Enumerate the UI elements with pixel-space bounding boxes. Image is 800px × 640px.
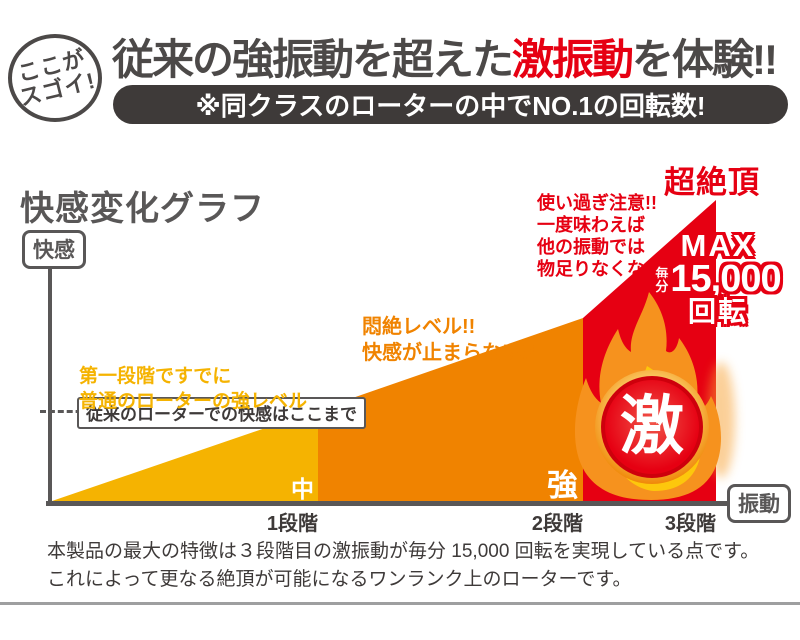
stage1-annotation-line2: 普通のローターの強レベル [79, 391, 308, 412]
subtitle-text: ※同クラスのローターの中でNO.1の回転数! [195, 91, 706, 121]
subtitle-bar: ※同クラスのローターの中でNO.1の回転数! [113, 85, 788, 124]
stage-tick-3: 3段階 [664, 513, 716, 535]
stage-tick-1: 1段階 [266, 513, 318, 535]
reference-line-label: 従来のローターでの快感はここまで [77, 397, 366, 429]
level-label-mid: 中 [291, 476, 314, 502]
peak-label: 超絶頂 [664, 165, 760, 200]
bottom-divider [0, 602, 800, 605]
headline-highlight: 激振動 [512, 36, 634, 83]
highlight-badge: ここが スゴイ! [8, 34, 102, 122]
max-rpm-block: MAX 毎 分 15,000 回転 [648, 228, 788, 327]
x-axis-label: 振動 [727, 484, 791, 523]
stage1-area-mid [52, 410, 318, 501]
stage-tick-2: 2段階 [531, 513, 583, 535]
stage3-annotation-line4: 物足りなくなる!? [537, 259, 680, 279]
y-axis-line [48, 256, 52, 505]
stage1-annotation: 第一段階ですでに 普通のローターの強レベル [79, 364, 307, 414]
y-axis-label: 快感 [22, 230, 86, 269]
max-label: MAX [680, 228, 756, 263]
description-line2: これによって更なる絶頂が可能になるワンランク上のローターです。 [47, 569, 632, 590]
x-axis-line [46, 501, 728, 506]
extreme-circle [605, 380, 699, 474]
rpm-value: 15,000 [670, 258, 781, 300]
description-line1: 本製品の最大の特徴は３段階目の激振動が毎分 15,000 回転を実現している点で… [47, 541, 760, 562]
max-rpm-row: 毎 分 15,000 [648, 258, 788, 300]
product-description: 本製品の最大の特徴は３段階目の激振動が毎分 15,000 回転を実現している点で… [47, 538, 759, 594]
stage1-annotation-line1: 第一段階ですでに [79, 366, 232, 387]
headline-part1: 従来の強振動を超えた [112, 36, 514, 83]
per-minute-char2: 分 [655, 279, 669, 294]
level-label-strong: 強 [547, 468, 578, 503]
stage2-area-strong [318, 318, 583, 501]
per-minute-char1: 毎 [655, 266, 669, 281]
stage3-annotation-line2: 一度味わえば [537, 215, 645, 235]
stage2-annotation-line1: 悶絶レベル!! [362, 316, 476, 338]
stage2-annotation-line2: 快感が止まらない!! [362, 342, 536, 364]
stage3-annotation-line3: 他の振動では [537, 237, 645, 257]
per-minute-label: 毎 分 [655, 267, 668, 293]
chart-title: 快感変化グラフ [20, 190, 265, 228]
level-label-extreme: 激 [620, 390, 684, 462]
headline-part2: を体験!! [632, 36, 778, 83]
main-headline: 従来の強振動を超えた激振動を体験!! [112, 26, 778, 87]
stage3-annotation-line1: 使い過ぎ注意!! [537, 193, 657, 213]
stage2-annotation: 悶絶レベル!! 快感が止まらない!! [362, 314, 535, 366]
highlight-badge-text: ここが スゴイ! [12, 45, 99, 110]
rpm-unit: 回転 [687, 296, 748, 327]
stage3-annotation: 使い過ぎ注意!! 一度味わえば 他の振動では 物足りなくなる!? [537, 192, 680, 280]
